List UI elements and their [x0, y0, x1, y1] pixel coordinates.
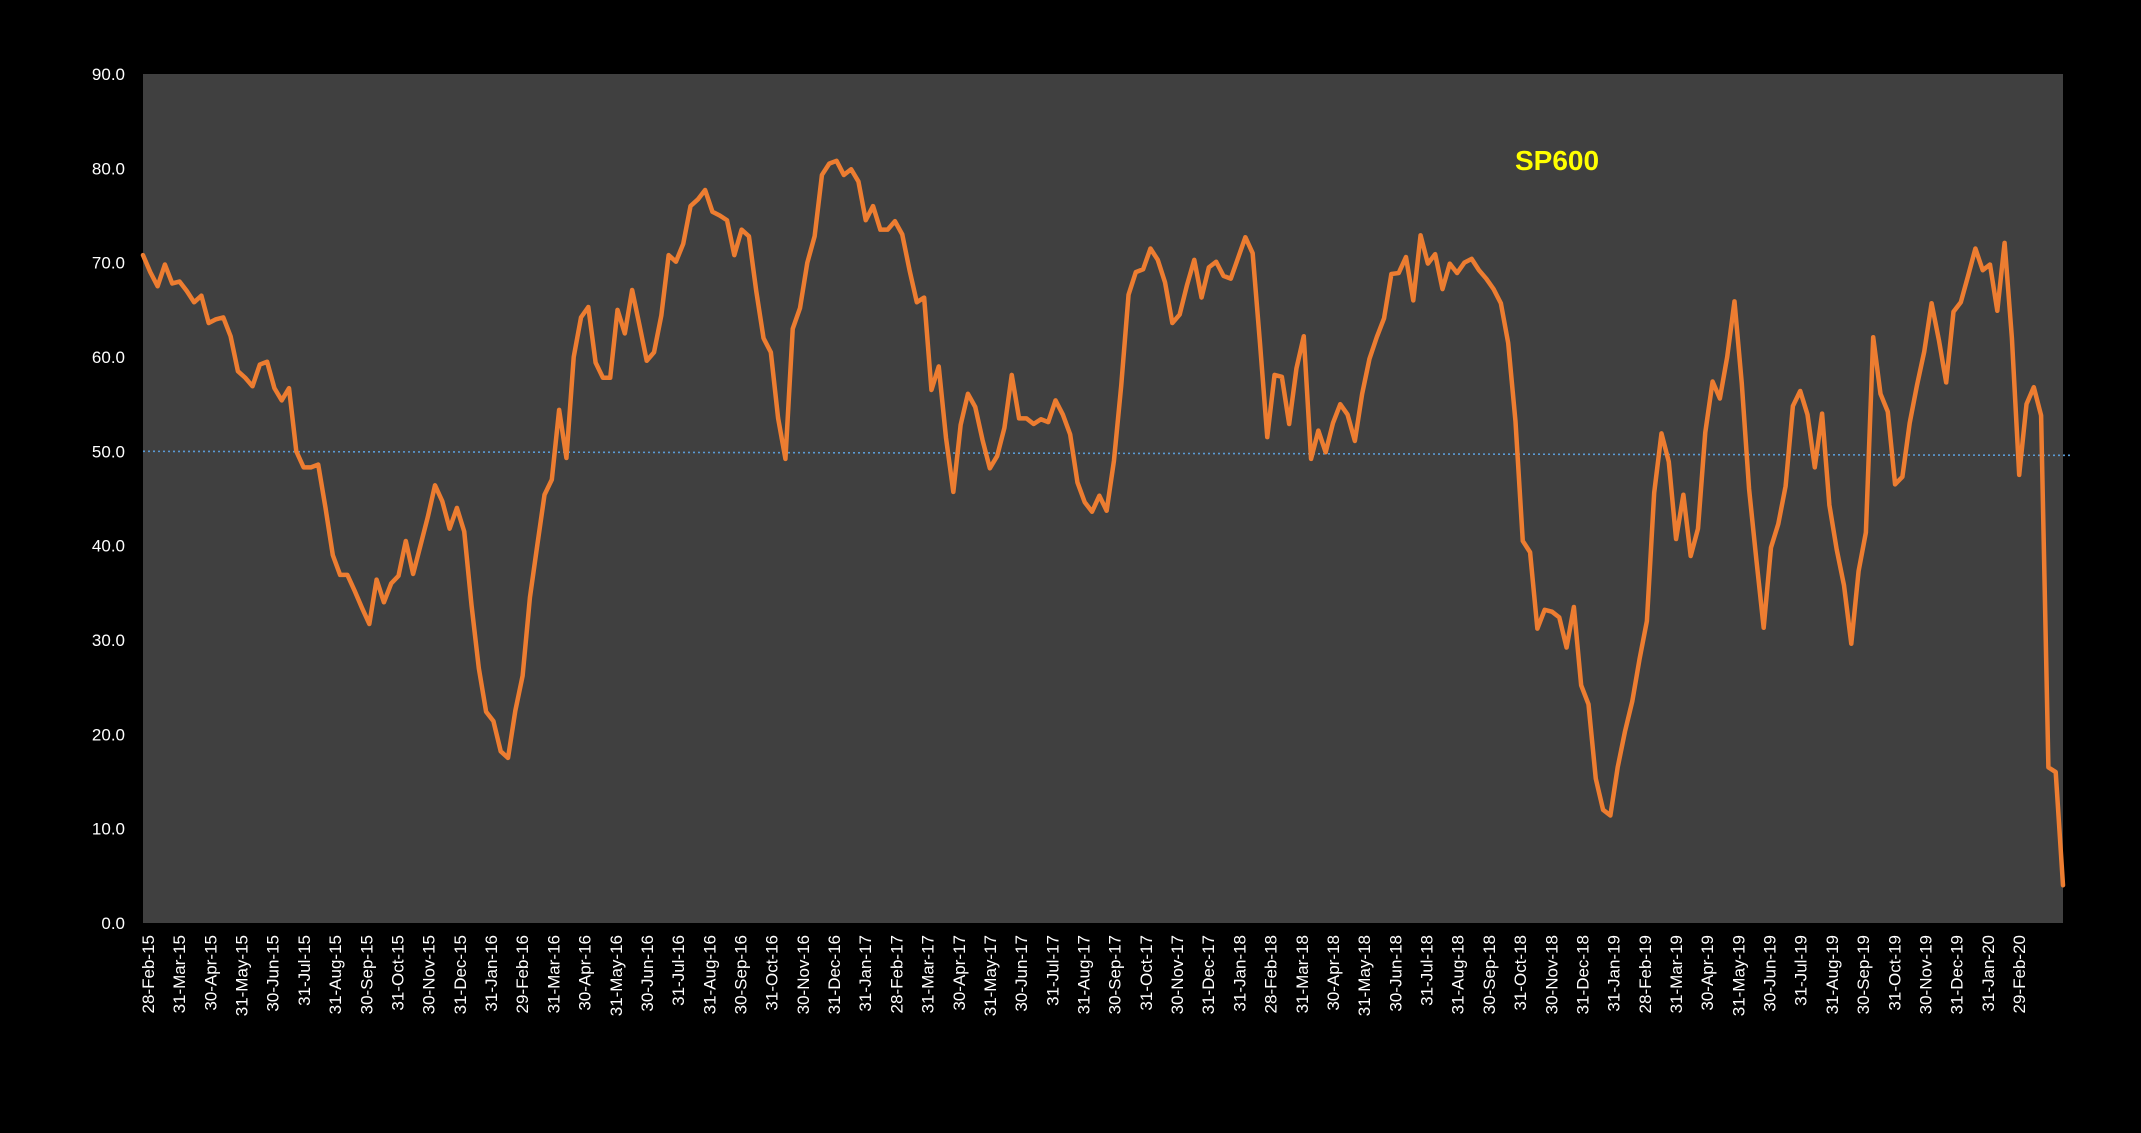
- x-tick-label: 30-Nov-16: [794, 935, 813, 1014]
- x-tick-label: 31-May-18: [1355, 935, 1374, 1016]
- x-tick-label: 30-Apr-18: [1324, 935, 1343, 1011]
- x-tick-label: 31-Jul-17: [1043, 935, 1062, 1006]
- y-tick-label: 80.0: [92, 159, 125, 178]
- x-tick-label: 30-Sep-19: [1854, 935, 1873, 1014]
- x-tick-label: 30-Nov-17: [1168, 935, 1187, 1014]
- y-tick-label: 30.0: [92, 631, 125, 650]
- x-tick-label: 31-Oct-19: [1885, 935, 1904, 1011]
- x-tick-label: 31-Oct-15: [389, 935, 408, 1011]
- reference-line-50: [142, 450, 2072, 457]
- x-tick-label: 30-Jun-17: [1012, 935, 1031, 1012]
- x-tick-label: 29-Feb-20: [2010, 935, 2029, 1013]
- series-label: SP600: [1515, 145, 1599, 176]
- x-tick-label: 30-Nov-15: [420, 935, 439, 1014]
- x-tick-label: 31-Dec-17: [1199, 935, 1218, 1014]
- x-tick-label: 31-Mar-16: [544, 935, 563, 1013]
- x-tick-label: 31-Jan-19: [1605, 935, 1624, 1012]
- x-tick-label: 31-Aug-15: [326, 935, 345, 1014]
- x-tick-label: 28-Feb-19: [1636, 935, 1655, 1013]
- x-tick-label: 31-Jan-17: [856, 935, 875, 1012]
- x-tick-label: 31-Jul-16: [669, 935, 688, 1006]
- y-tick-label: 10.0: [92, 820, 125, 839]
- y-tick-label: 20.0: [92, 725, 125, 744]
- x-tick-label: 31-Dec-16: [825, 935, 844, 1014]
- x-tick-label: 30-Sep-15: [357, 935, 376, 1014]
- x-tick-label: 31-Jan-20: [1979, 935, 1998, 1012]
- x-tick-label: 31-Mar-15: [170, 935, 189, 1013]
- x-tick-label: 31-Aug-16: [700, 935, 719, 1014]
- x-tick-label: 30-Jun-15: [264, 935, 283, 1012]
- series-line-sp600: [140, 158, 2066, 888]
- x-tick-label: 31-Dec-18: [1573, 935, 1592, 1014]
- x-tick-label: 31-Jan-16: [482, 935, 501, 1012]
- x-tick-label: 31-Dec-19: [1948, 935, 1967, 1014]
- y-tick-label: 60.0: [92, 348, 125, 367]
- x-tick-label: 30-Apr-16: [576, 935, 595, 1011]
- y-tick-label: 0.0: [101, 914, 125, 933]
- x-tick-label: 31-Mar-19: [1667, 935, 1686, 1013]
- x-tick-label: 31-Aug-17: [1075, 935, 1094, 1014]
- x-tick-label: 30-Jun-19: [1761, 935, 1780, 1012]
- x-tick-label: 31-Aug-18: [1449, 935, 1468, 1014]
- x-tick-label: 31-Oct-16: [763, 935, 782, 1011]
- x-tick-label: 30-Nov-18: [1542, 935, 1561, 1014]
- x-tick-label: 31-Mar-17: [919, 935, 938, 1013]
- y-tick-label: 40.0: [92, 537, 125, 556]
- x-tick-label: 31-Jul-19: [1792, 935, 1811, 1006]
- x-tick-label: 30-Apr-17: [950, 935, 969, 1011]
- x-tick-label: 30-Jun-18: [1386, 935, 1405, 1012]
- y-tick-label: 90.0: [92, 65, 125, 84]
- x-tick-label: 31-May-16: [607, 935, 626, 1016]
- x-tick-label: 28-Feb-18: [1262, 935, 1281, 1013]
- x-tick-label: 29-Feb-16: [513, 935, 532, 1013]
- x-tick-label: 31-May-19: [1729, 935, 1748, 1016]
- x-tick-label: 30-Apr-19: [1698, 935, 1717, 1011]
- x-tick-label: 30-Jun-16: [638, 935, 657, 1012]
- x-tick-label: 31-May-15: [233, 935, 252, 1016]
- x-tick-label: 31-Jul-15: [295, 935, 314, 1006]
- x-tick-label: 31-Mar-18: [1293, 935, 1312, 1013]
- x-tick-label: 30-Sep-17: [1106, 935, 1125, 1014]
- x-tick-label: 31-Oct-17: [1137, 935, 1156, 1011]
- x-tick-label: 30-Nov-19: [1917, 935, 1936, 1014]
- x-tick-label: 31-Oct-18: [1511, 935, 1530, 1011]
- x-tick-label: 28-Feb-17: [887, 935, 906, 1013]
- x-tick-label: 31-May-17: [981, 935, 1000, 1016]
- x-tick-label: 31-Dec-15: [451, 935, 470, 1014]
- x-tick-label: 30-Sep-16: [732, 935, 751, 1014]
- y-tick-label: 50.0: [92, 442, 125, 461]
- x-tick-label: 31-Jan-18: [1230, 935, 1249, 1012]
- x-tick-label: 28-Feb-15: [139, 935, 158, 1013]
- x-tick-label: 30-Sep-18: [1480, 935, 1499, 1014]
- x-tick-label: 31-Aug-19: [1823, 935, 1842, 1014]
- x-tick-label: 31-Jul-18: [1418, 935, 1437, 1006]
- x-tick-label: 30-Apr-15: [201, 935, 220, 1011]
- y-tick-label: 70.0: [92, 254, 125, 273]
